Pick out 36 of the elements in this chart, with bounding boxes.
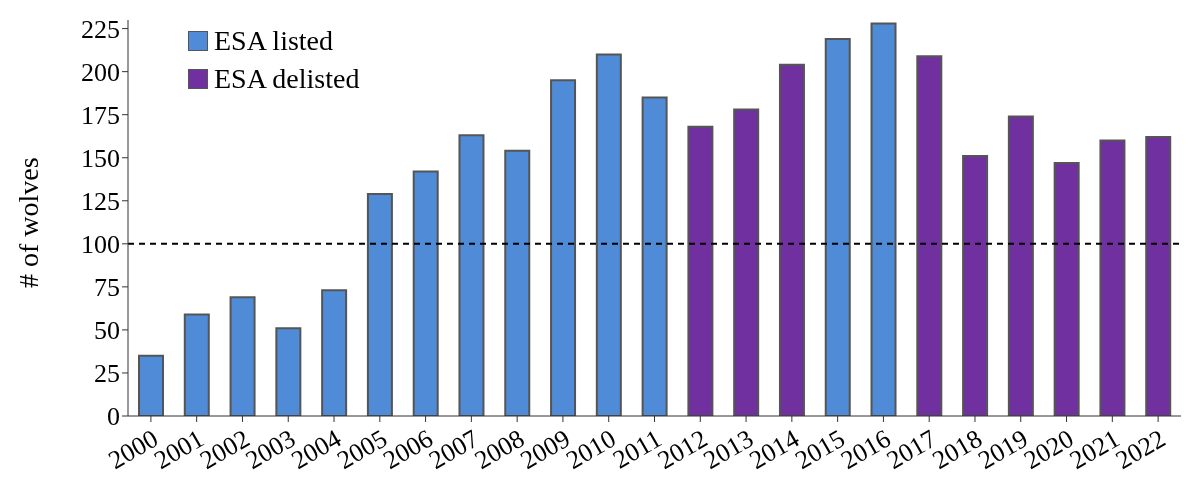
y-tick-label: 225 (81, 14, 120, 44)
y-tick-label: 175 (81, 100, 120, 130)
bar (1145, 136, 1172, 416)
bar (1099, 139, 1126, 416)
y-tick-label: 75 (94, 273, 120, 303)
bar (870, 22, 897, 416)
y-tick-label: 25 (94, 359, 120, 389)
bar (412, 170, 439, 416)
bar (962, 155, 989, 416)
bar (275, 327, 302, 416)
y-tick-label: 0 (107, 402, 120, 432)
y-axis-title: # of wolves (12, 157, 44, 288)
y-tick-label: 200 (81, 57, 120, 87)
bar (550, 79, 577, 416)
bar (595, 53, 622, 416)
legend-label: ESA delisted (214, 62, 360, 96)
bar (641, 96, 668, 416)
bar (1053, 161, 1080, 416)
bar (687, 125, 714, 416)
bar (458, 134, 485, 416)
legend-label: ESA listed (214, 24, 334, 58)
bar (321, 289, 348, 416)
bar (183, 313, 210, 416)
y-tick-label: 100 (81, 230, 120, 260)
bar (824, 37, 851, 416)
y-tick-label: 50 (94, 316, 120, 346)
y-tick-label: 150 (81, 143, 120, 173)
bar (366, 192, 393, 416)
bar (733, 108, 760, 416)
bar (229, 296, 256, 416)
bar (504, 149, 531, 416)
y-tick-label: 125 (81, 187, 120, 217)
bar (916, 55, 943, 416)
bar (1007, 115, 1034, 416)
bar (778, 63, 805, 416)
bar (138, 354, 164, 416)
